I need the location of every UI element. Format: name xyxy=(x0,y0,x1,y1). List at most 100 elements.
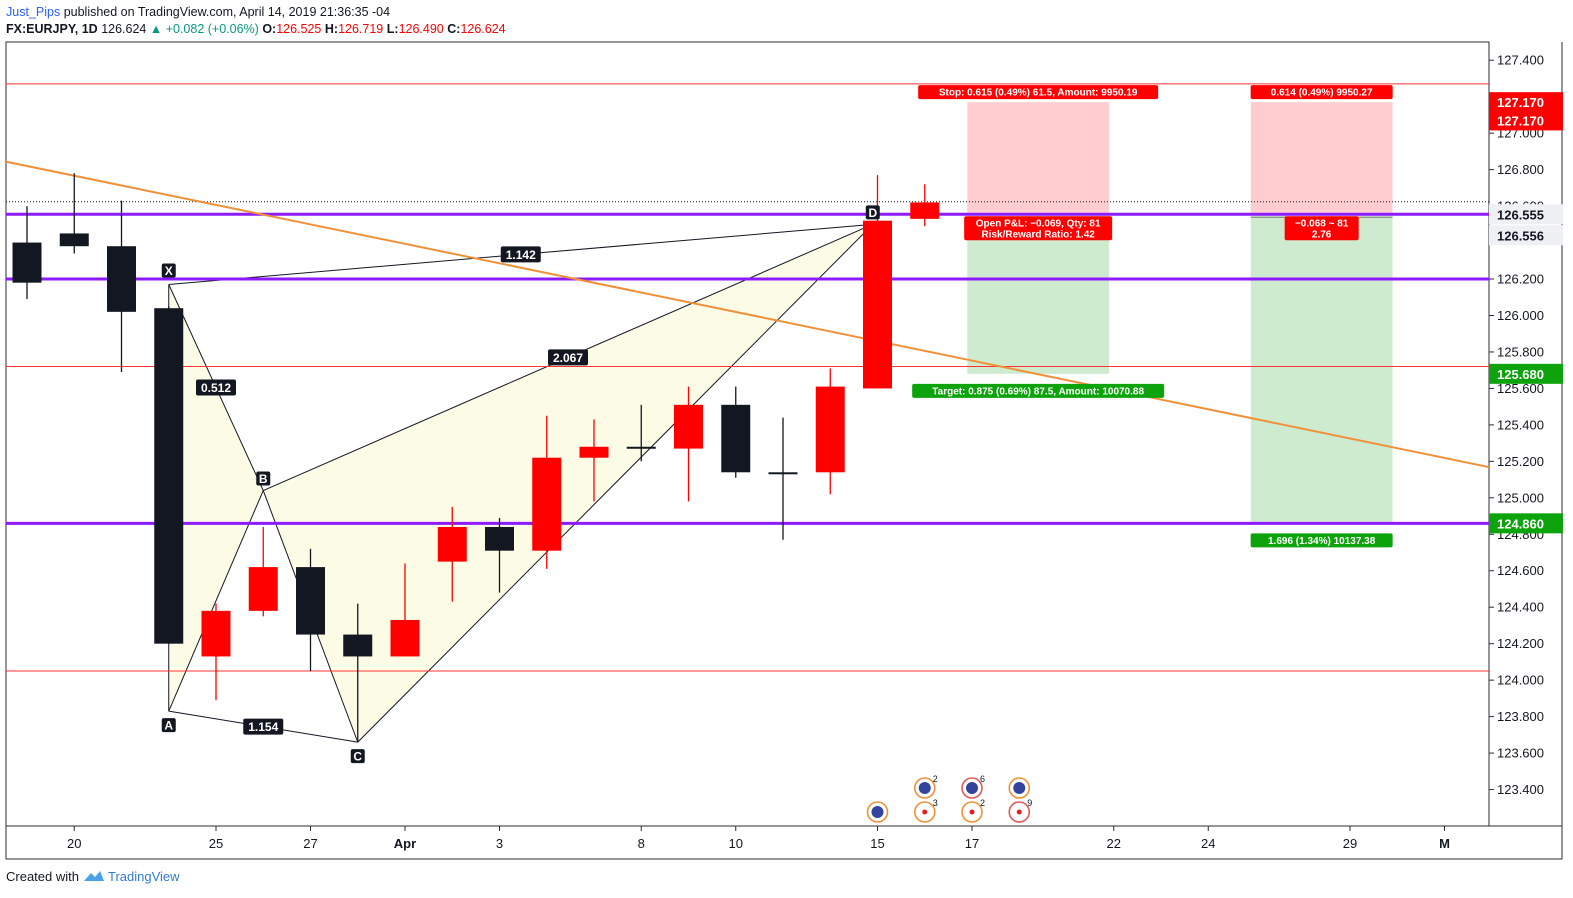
candle-body xyxy=(863,220,892,389)
event-flag xyxy=(918,782,931,794)
harmonic-leg xyxy=(357,223,874,743)
price-axis-badge: 127.170 xyxy=(1489,92,1563,113)
price-badge-bg xyxy=(1489,513,1563,534)
economic-event-icon[interactable]: 6 xyxy=(961,774,985,799)
xab-triangle xyxy=(168,284,264,712)
candle[interactable] xyxy=(343,603,373,743)
plot-area[interactable]: Stop: 0.615 (0.49%) 61.5, Amount: 9950.1… xyxy=(0,83,1496,823)
economic-event-icon[interactable]: 3 xyxy=(913,798,938,823)
candle[interactable] xyxy=(154,306,184,644)
candle[interactable] xyxy=(248,526,278,617)
x-tick-label: 3 xyxy=(496,836,503,851)
chart-header: Just_Pips published on TradingView.com, … xyxy=(6,4,506,38)
candle[interactable] xyxy=(532,415,562,569)
target-label-bg xyxy=(912,383,1165,398)
candle[interactable] xyxy=(12,206,42,300)
price-badge-text: 127.170 xyxy=(1497,113,1544,128)
candle[interactable] xyxy=(59,173,89,254)
price-badge-text: 126.555 xyxy=(1497,207,1544,222)
price-badge-bg xyxy=(1489,363,1563,384)
stop-label[interactable]: 0.614 (0.49%) 9950.27 xyxy=(1250,85,1393,100)
pattern-point-label: X xyxy=(161,263,176,278)
candle[interactable] xyxy=(721,386,751,478)
event-count: 3 xyxy=(933,798,938,808)
stop-label-bg xyxy=(918,85,1159,100)
candle[interactable] xyxy=(437,506,467,602)
event-count: 6 xyxy=(980,774,985,784)
candle[interactable] xyxy=(910,184,940,227)
candle[interactable] xyxy=(863,175,892,389)
point-label-bg xyxy=(256,471,271,486)
candle-body xyxy=(59,233,89,247)
pnl-text: Open P&L: −0.069, Qty: 81 xyxy=(976,218,1101,229)
publish-line: Just_Pips published on TradingView.com, … xyxy=(6,4,506,21)
economic-event-icon[interactable]: 2 xyxy=(913,774,938,799)
pattern-point-label: C xyxy=(350,749,365,764)
candle-body xyxy=(485,526,514,551)
y-tick-label: 125.600 xyxy=(1497,381,1544,396)
economic-event-icon[interactable]: 2 xyxy=(961,798,985,823)
high-value: 126.719 xyxy=(338,22,384,36)
symbol-label[interactable]: FX:EURJPY, 1D xyxy=(6,22,98,36)
economic-event-icon[interactable] xyxy=(866,801,889,823)
pnl-text: −0.068 ~ 81 xyxy=(1295,218,1349,229)
y-tick-label: 127.400 xyxy=(1497,53,1544,68)
candle[interactable] xyxy=(815,368,845,495)
event-count: 9 xyxy=(1027,798,1032,808)
author-link[interactable]: Just_Pips xyxy=(6,5,61,19)
candle-body xyxy=(343,634,373,657)
economic-event-icon[interactable] xyxy=(1008,777,1031,799)
point-label-bg xyxy=(161,263,176,278)
price-badge-bg xyxy=(1489,225,1563,246)
harmonic-leg xyxy=(168,490,264,712)
pnl-label[interactable]: −0.068 ~ 812.76 xyxy=(1284,216,1359,241)
tradingview-brand[interactable]: TradingView xyxy=(108,869,180,884)
event-count: 2 xyxy=(933,774,938,784)
candle-body xyxy=(296,567,325,635)
event-flag xyxy=(871,806,884,818)
candle[interactable] xyxy=(768,417,798,540)
candle[interactable] xyxy=(674,386,703,502)
candle[interactable] xyxy=(201,603,231,701)
y-tick-label: 123.800 xyxy=(1497,709,1544,724)
target-label[interactable]: 1.696 (1.34%) 10137.38 xyxy=(1250,533,1393,548)
candle[interactable] xyxy=(485,517,514,593)
price-badge-text: 125.680 xyxy=(1497,367,1544,382)
ratio-text: 2.067 xyxy=(553,351,583,365)
open-label: O: xyxy=(262,22,277,36)
stop-label[interactable]: Stop: 0.615 (0.49%) 61.5, Amount: 9950.1… xyxy=(918,85,1159,100)
y-tick-label: 126.800 xyxy=(1497,162,1544,177)
candle[interactable] xyxy=(296,548,325,672)
trend-line[interactable] xyxy=(0,151,1496,469)
candle[interactable] xyxy=(626,404,656,462)
pattern-point-label: B xyxy=(256,471,271,486)
target-label-text: 1.696 (1.34%) 10137.38 xyxy=(1268,536,1376,547)
candle[interactable] xyxy=(390,563,420,657)
y-tick-label: 126.000 xyxy=(1497,308,1544,323)
y-tick-label: 124.000 xyxy=(1497,673,1544,688)
candle-body xyxy=(107,246,136,312)
economic-event-icon[interactable]: 9 xyxy=(1008,798,1032,823)
candle-body xyxy=(437,526,467,562)
pattern-point-label: D xyxy=(865,205,880,220)
position-target-zone xyxy=(1250,214,1393,524)
price-axis-badge: 126.556 xyxy=(1489,225,1563,246)
x-tick-label: Apr xyxy=(394,836,416,851)
candle[interactable] xyxy=(107,200,136,373)
x-tick-label: 15 xyxy=(870,836,884,851)
price-badge-bg xyxy=(1489,110,1563,131)
tradingview-logo-icon xyxy=(83,869,105,884)
point-label-bg xyxy=(350,749,365,764)
x-tick-label: 17 xyxy=(965,836,979,851)
position-stop-zone xyxy=(967,102,1110,215)
publish-info: published on TradingView.com, April 14, … xyxy=(63,5,391,19)
ratio-label-bg xyxy=(548,349,589,366)
target-label[interactable]: Target: 0.875 (0.69%) 87.5, Amount: 1007… xyxy=(912,383,1165,398)
point-label-text: X xyxy=(165,264,173,278)
ratio-text: 1.142 xyxy=(506,248,536,262)
candle[interactable] xyxy=(579,419,609,502)
time-axis-frame xyxy=(5,825,1563,860)
price-axis-badge: 125.680 xyxy=(1489,363,1563,384)
